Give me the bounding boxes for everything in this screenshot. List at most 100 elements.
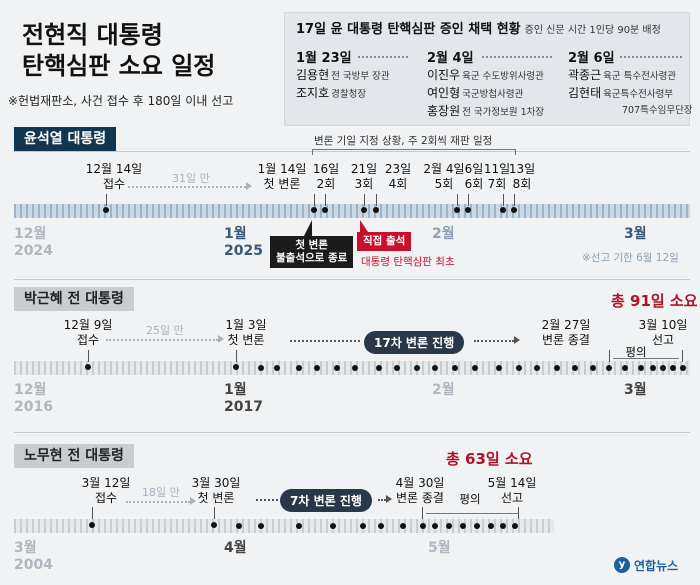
- callout-appearance: 직접 출석: [357, 232, 412, 251]
- marker-line: [682, 350, 683, 362]
- witness-person: 김용현 전 국방부 장관: [296, 68, 390, 82]
- marker-line: [88, 350, 89, 362]
- deliberation-line: [426, 513, 518, 514]
- marker-line: [422, 507, 423, 519]
- marker-line: [364, 194, 365, 206]
- roh-month-mar: 3월 2004: [14, 540, 53, 573]
- session-dot: [465, 207, 471, 213]
- marker-line: [92, 507, 93, 519]
- hearing-dot: [452, 365, 458, 371]
- roh-first-dot: [211, 522, 217, 528]
- witness-date-2: 2월 4일: [427, 51, 474, 66]
- hearing-dot: [622, 365, 628, 371]
- roh-month-may: 5월: [428, 540, 451, 556]
- callout-appearance-note: 대통령 탄핵심판 최초: [361, 256, 455, 268]
- deadline-note: ※헌법재판소, 사건 접수 후 180일 이내 선고: [8, 94, 234, 108]
- hearing-dot: [334, 365, 340, 371]
- witness-dots: [482, 56, 552, 58]
- park-section-label: 박근혜 전 대통령: [14, 287, 134, 311]
- hearing-dot: [516, 365, 522, 371]
- marker-line: [314, 194, 315, 206]
- hearing-dot: [638, 365, 644, 371]
- yonhap-logo-text: 연합뉴스: [634, 559, 679, 573]
- hearing-dot: [352, 365, 358, 371]
- section-divider: [14, 279, 690, 280]
- roh-verdict-label: 5월 14일 선고: [487, 476, 537, 505]
- yoon-session-label: 23일 4회: [384, 162, 412, 191]
- hearing-dot: [296, 523, 302, 529]
- hearing-dot: [554, 365, 560, 371]
- hearing-dot: [650, 365, 656, 371]
- gap-arrow-head: [218, 335, 224, 343]
- hearing-dot: [360, 523, 366, 529]
- gap-arrow: [126, 501, 190, 503]
- callout-pointer: [360, 220, 368, 232]
- marker-line: [376, 194, 377, 206]
- session-dot: [454, 207, 460, 213]
- witness-dots: [620, 56, 682, 58]
- park-receipt-dot: [85, 364, 91, 370]
- hearing-dot: [660, 365, 666, 371]
- roh-receipt-dot: [89, 522, 95, 528]
- yoon-session-label: 11일 7회: [483, 162, 511, 191]
- yoon-receipt-dot: [103, 207, 109, 213]
- hearing-dot: [274, 365, 280, 371]
- hearing-dot: [314, 365, 320, 371]
- roh-first-hearing-label: 3월 30일 첫 변론: [191, 476, 241, 505]
- witness-title: 17일 윤 대통령 탄핵심판 증인 채택 현황 증인 신문 시간 1인당 90분 …: [296, 22, 661, 37]
- hearing-dot: [432, 365, 438, 371]
- hearing-dot: [512, 523, 518, 529]
- progress-arrow: [474, 340, 514, 342]
- roh-receipt-label: 3월 12일 접수: [81, 476, 131, 505]
- schedule-bracket: [312, 149, 516, 155]
- session-dot: [373, 207, 379, 213]
- progress-arrow-head: [386, 495, 392, 503]
- hearing-dot: [474, 523, 480, 529]
- park-first-dot: [233, 364, 239, 370]
- hearing-dot: [488, 523, 494, 529]
- witness-dots: [358, 56, 408, 58]
- yoon-first-hearing-label: 1월 14일 첫 변론: [257, 162, 307, 191]
- hearing-dot: [258, 523, 264, 529]
- yoon-timeline-band: [14, 204, 690, 218]
- witness-person: 이진우 육군 수도방위사령관: [427, 68, 544, 82]
- park-receipt-label: 12월 9일 접수: [63, 318, 113, 347]
- hearing-dot: [606, 365, 612, 371]
- park-month-dec: 12월 2016: [14, 382, 53, 415]
- yonhap-logo-icon: y: [614, 557, 630, 573]
- roh-hearings-pill: 7차 변론 진행: [280, 489, 372, 512]
- roh-total: 총 63일 소요: [446, 450, 533, 468]
- yoon-receipt-label: 12월 14일 접수: [85, 162, 143, 191]
- session-dot: [322, 207, 328, 213]
- marker-line: [214, 507, 215, 519]
- progress-arrow: [290, 340, 360, 342]
- progress-arrow-head: [514, 336, 520, 344]
- marker-line: [236, 350, 237, 362]
- callout-pointer: [304, 220, 312, 236]
- yoon-first-dot: [311, 207, 317, 213]
- hearing-dot: [330, 523, 336, 529]
- yoon-deadline: ※선고 기한 6월 12일: [582, 252, 679, 264]
- hearing-dot: [378, 523, 384, 529]
- witness-person: 홍장원 전 국가정보원 1차장: [427, 104, 545, 118]
- marker-line: [325, 194, 326, 206]
- hearing-dot: [496, 365, 502, 371]
- hearing-dot: [534, 365, 540, 371]
- deliberation-line: [613, 358, 679, 359]
- witness-date-3: 2월 6일: [568, 51, 615, 66]
- section-divider: [14, 432, 690, 433]
- park-verdict-label: 3월 10일 선고: [638, 318, 688, 347]
- park-month-jan: 1월 2017: [224, 382, 263, 415]
- hearing-dot: [590, 365, 596, 371]
- park-month-feb: 2월: [432, 382, 455, 398]
- gap-arrow: [106, 339, 218, 341]
- marker-line: [514, 194, 515, 206]
- witness-date-1: 1월 23일: [296, 51, 352, 66]
- yoon-gap-label: 31일 만: [172, 172, 210, 185]
- roh-month-apr: 4월: [224, 540, 247, 556]
- page-title: 전현직 대통령 탄핵심판 소요 일정: [22, 21, 216, 80]
- yoon-session-label: 21일 3회: [350, 162, 378, 191]
- yoon-session-label: 13일 8회: [508, 162, 536, 191]
- yoon-month-jan: 1월 2025: [224, 226, 263, 259]
- marker-line: [106, 194, 107, 206]
